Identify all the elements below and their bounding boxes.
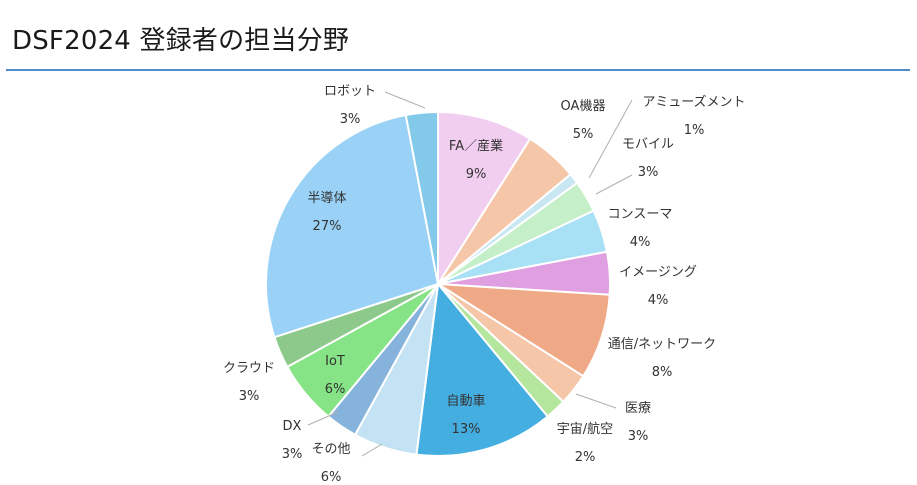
slice-name-label-3: モバイル bbox=[622, 137, 674, 152]
pie-slice-9 bbox=[415, 281, 550, 457]
slice-percent-label-4: 4% bbox=[630, 235, 651, 250]
leader-line-2 bbox=[588, 99, 633, 179]
slice-name-label-15: ロボット bbox=[324, 84, 376, 99]
page-title: DSF2024 登録者の担当分野 bbox=[12, 26, 350, 56]
slice-percent-label-8: 2% bbox=[575, 450, 596, 465]
slice-name-label-14: 半導体 bbox=[307, 191, 346, 206]
slice-name-label-10: その他 bbox=[311, 442, 350, 457]
slice-percent-label-9: 13% bbox=[452, 422, 481, 437]
slice-percent-label-3: 3% bbox=[638, 165, 659, 180]
slice-percent-label-12: 6% bbox=[325, 382, 346, 397]
slice-name-label-8: 宇宙/航空 bbox=[557, 421, 613, 437]
pie-slice-0 bbox=[437, 110, 532, 288]
slice-name-label-6: 通信/ネットワーク bbox=[608, 337, 716, 352]
slice-percent-label-11: 3% bbox=[282, 447, 303, 462]
slice-percent-label-10: 6% bbox=[321, 470, 342, 485]
leader-line-11 bbox=[307, 411, 339, 426]
slice-percent-label-6: 8% bbox=[652, 365, 673, 380]
slice-percent-label-15: 3% bbox=[340, 112, 361, 127]
slice-name-label-1: OA機器 bbox=[561, 99, 606, 114]
pie-slice-15 bbox=[404, 110, 439, 285]
pie-slice-14 bbox=[265, 113, 440, 339]
slice-name-label-5: イメージング bbox=[619, 265, 697, 280]
slice-name-label-9: 自動車 bbox=[446, 394, 485, 409]
slice-name-label-0: FA／産業 bbox=[449, 138, 503, 154]
slice-name-label-13: クラウド bbox=[223, 361, 275, 376]
slice-name-label-7: 医療 bbox=[625, 401, 651, 416]
slice-labels: FA／産業 9% OA機器 5% アミューズメント 1% モバイル 3% コンスーマ 4% イメージ… bbox=[223, 84, 746, 485]
slice-percent-label-13: 3% bbox=[239, 389, 260, 404]
slice-percent-label-0: 9% bbox=[466, 167, 487, 182]
slice-name-label-4: コンスーマ bbox=[608, 207, 673, 222]
leader-line-3 bbox=[595, 174, 633, 195]
slice-percent-label-14: 27% bbox=[313, 219, 342, 234]
pie-slices bbox=[265, 110, 611, 457]
slice-name-label-12: IoT bbox=[325, 354, 345, 369]
leader-line-7 bbox=[575, 393, 617, 409]
leader-line-15 bbox=[384, 91, 426, 109]
title-divider bbox=[6, 69, 910, 71]
slice-name-label-2: アミューズメント bbox=[642, 94, 745, 110]
slice-name-label-11: DX bbox=[283, 419, 302, 434]
slice-percent-label-7: 3% bbox=[628, 429, 649, 444]
leader-line-10 bbox=[361, 443, 383, 457]
slice-percent-label-5: 4% bbox=[648, 293, 669, 308]
slice-percent-label-1: 5% bbox=[573, 127, 594, 142]
slice-percent-label-2: 1% bbox=[684, 123, 705, 138]
leader-lines bbox=[307, 91, 633, 457]
